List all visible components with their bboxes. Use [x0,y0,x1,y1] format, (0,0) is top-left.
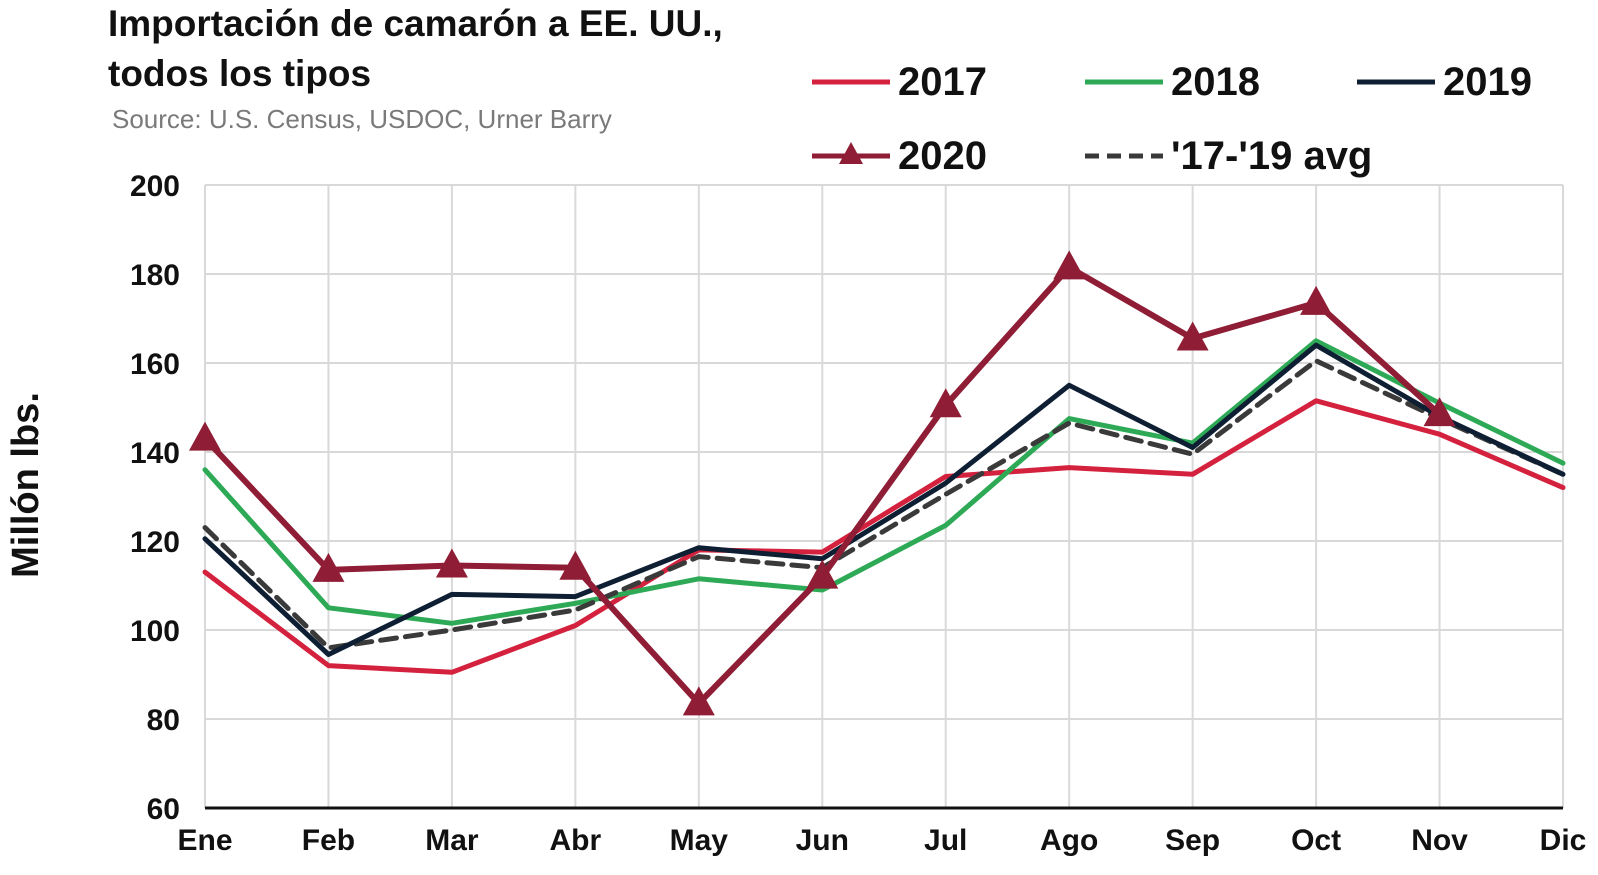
series-line-2017 [202,398,1566,675]
data-point-2020-ago [1053,250,1086,280]
x-tick-label-jun: Jun [796,824,849,857]
y-tick-label-160: 160 [130,348,180,381]
series-line-2018 [202,338,1566,626]
legend-label-2018: 2018 [1171,60,1260,104]
data-point-2020-jul [929,388,962,418]
chart-title-line-2: todos los tipos [108,53,371,94]
data-point-2020-may [682,686,715,716]
y-axis-ticks: 60 80 100 120 140 160 180 200 [130,170,180,826]
series-line-2019 [202,342,1566,657]
series-line-17-19-avg [202,358,1566,651]
y-tick-label-180: 180 [130,259,180,292]
x-tick-label-dic: Dic [1540,824,1587,857]
series-2017 [202,398,1566,675]
data-point-2020-abr [559,550,592,580]
x-tick-label-oct: Oct [1291,824,1341,857]
data-point-2020-nov [1423,397,1456,427]
y-tick-label-100: 100 [130,615,180,648]
legend-marker-2020 [839,142,863,164]
legend: 2017 2018 2019 2020 '17-'19 avg [812,60,1532,178]
data-point-2020-jun [806,559,839,589]
y-axis-label: Millón lbs. [5,392,47,578]
legend-item-2020: 2020 [812,134,987,178]
series-2019 [202,342,1566,657]
x-tick-label-nov: Nov [1411,824,1468,857]
data-point-2020-feb [312,552,345,582]
x-tick-label-may: May [670,824,729,857]
legend-item-2018: 2018 [1085,60,1260,104]
series [189,250,1566,716]
legend-item-avg: '17-'19 avg [1085,134,1372,178]
chart-title-line-1: Importación de camarón a EE. UU., [108,3,723,44]
legend-label-2017: 2017 [898,60,987,104]
series-17-19-avg [202,358,1566,651]
x-tick-label-mar: Mar [425,824,479,857]
data-point-2020-mar [435,548,468,578]
data-point-2020-oct [1300,285,1333,315]
chart-source: Source: U.S. Census, USDOC, Urner Barry [112,104,612,134]
x-tick-label-abr: Abr [550,824,602,857]
data-point-2020-sep [1176,321,1209,351]
x-tick-label-jul: Jul [924,824,967,857]
y-tick-label-80: 80 [147,704,180,737]
legend-label-avg: '17-'19 avg [1171,134,1372,178]
x-tick-label-sep: Sep [1165,824,1220,857]
data-point-2020-ene [189,421,221,451]
x-axis-ticks: Ene Feb Mar Abr May Jun Jul Ago Sep Oct Nov Dic [177,824,1586,857]
y-tick-label-200: 200 [130,170,180,203]
y-tick-label-140: 140 [130,437,180,470]
x-tick-label-feb: Feb [302,824,355,857]
legend-item-2017: 2017 [812,60,987,104]
grid [204,184,1564,808]
legend-label-2019: 2019 [1443,60,1532,104]
legend-label-2020: 2020 [898,134,987,178]
series-2018 [202,338,1566,626]
legend-item-2019: 2019 [1357,60,1532,104]
y-tick-label-60: 60 [147,793,180,826]
chart-header: Importación de camarón a EE. UU., todos … [108,3,723,134]
x-tick-label-ene: Ene [177,824,232,857]
series-2020 [189,250,1456,716]
y-tick-label-120: 120 [130,526,180,559]
x-tick-label-ago: Ago [1040,824,1098,857]
